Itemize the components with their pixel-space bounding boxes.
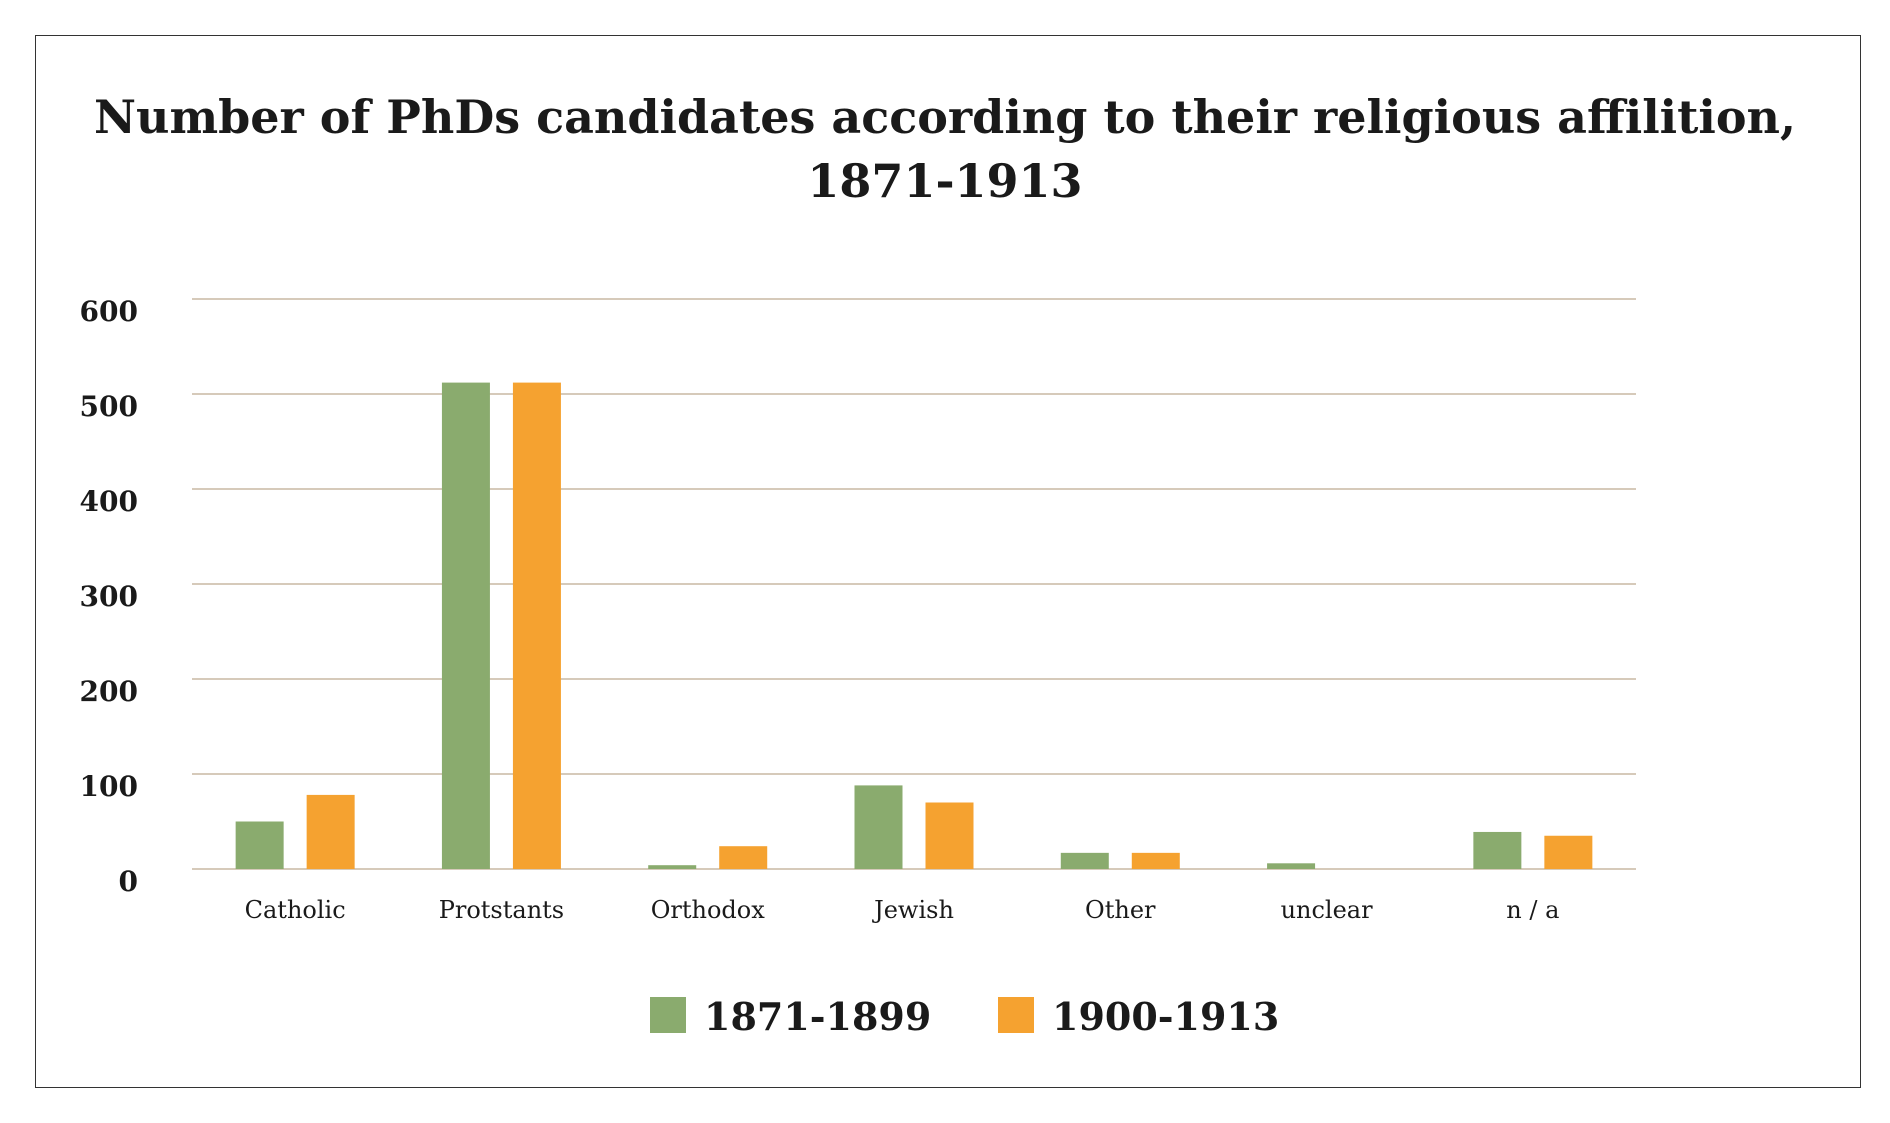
bars <box>235 382 1593 869</box>
bar-1900-1913-jewish <box>925 802 974 869</box>
y-tick-label: 300 <box>80 580 138 613</box>
bar-1871-1899-orthodox <box>648 865 697 869</box>
chart-title-line-1: Number of PhDs candidates according to t… <box>94 90 1796 144</box>
bar-1871-1899-catholic <box>235 821 284 869</box>
y-tick-label: 200 <box>80 675 138 708</box>
grid-lines <box>192 298 1636 870</box>
x-tick-label: Other <box>1085 896 1156 924</box>
bar-1871-1899-other <box>1060 852 1109 869</box>
x-tick-label: Orthodox <box>651 896 766 924</box>
legend: 1871-1899 1900-1913 <box>650 994 1279 1039</box>
y-tick-label: 600 <box>80 295 138 328</box>
y-tick-label: 0 <box>119 865 138 898</box>
y-tick-label: 100 <box>80 770 138 803</box>
legend-swatch <box>650 997 686 1033</box>
bar-1871-1899-na <box>1473 831 1522 869</box>
x-tick-label: n / a <box>1506 896 1559 924</box>
legend-label: 1900-1913 <box>1052 994 1279 1039</box>
legend-swatch <box>998 997 1034 1033</box>
y-tick-label: 400 <box>80 485 138 518</box>
x-tick-label: unclear <box>1281 896 1374 924</box>
bar-1871-1899-protstants <box>441 382 490 869</box>
x-tick-label: Jewish <box>871 896 954 924</box>
y-axis-ticks: 0 100 200 300 400 500 600 <box>80 295 138 898</box>
chart-frame <box>35 35 1861 1088</box>
x-axis-ticks: Catholic Protstants Orthodox Jewish Other unc… <box>245 896 1560 924</box>
bar-1871-1899-jewish <box>854 785 903 869</box>
bar-1900-1913-other <box>1131 852 1180 869</box>
bar-1871-1899-unclear <box>1267 863 1316 869</box>
chart-title-line-2: 1871-1913 <box>807 154 1082 208</box>
x-tick-label: Catholic <box>245 896 346 924</box>
bar-1900-1913-catholic <box>306 794 355 869</box>
bar-1900-1913-na <box>1544 835 1593 869</box>
y-tick-label: 500 <box>80 390 138 423</box>
bar-1900-1913-protstants <box>512 382 561 869</box>
legend-label: 1871-1899 <box>704 994 931 1039</box>
bar-1900-1913-orthodox <box>719 846 768 869</box>
x-tick-label: Protstants <box>439 896 564 924</box>
chart-title: Number of PhDs candidates according to t… <box>94 90 1796 208</box>
